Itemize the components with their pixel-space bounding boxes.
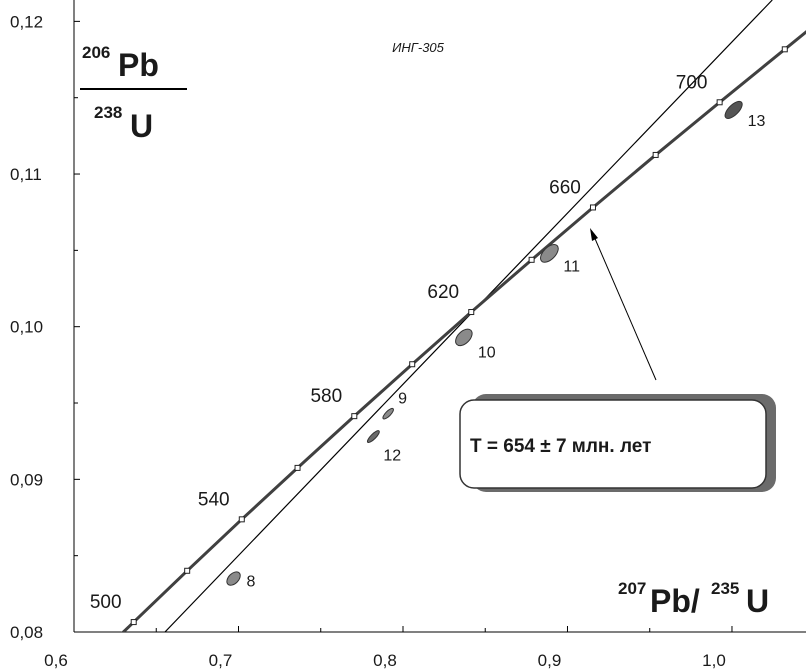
age-marker <box>294 464 301 471</box>
chart-title: ИНГ-305 <box>392 40 445 55</box>
age-marker <box>130 619 137 626</box>
y-tick-label: 0,08 <box>10 623 43 642</box>
x-tick-label: 0,8 <box>373 651 397 670</box>
x-label-element: Pb/ <box>650 583 700 619</box>
sample-label: 8 <box>247 574 256 591</box>
y-label-mass: 238 <box>94 103 122 122</box>
sample-ellipse <box>226 571 241 586</box>
age-marker <box>409 361 416 368</box>
x-tick-label: 0,9 <box>538 651 562 670</box>
box <box>459 399 767 489</box>
sample-ellipse <box>366 430 380 444</box>
age-label: 500 <box>90 592 122 613</box>
arrow <box>592 233 657 381</box>
age-marker <box>589 204 596 211</box>
x-axis-label: 207 Pb/ 235 U <box>618 579 769 619</box>
y-tick-label: 0,10 <box>10 318 43 337</box>
sample-label: 11 <box>563 258 580 275</box>
sample-label: 10 <box>478 344 496 361</box>
age-label: 660 <box>549 177 581 198</box>
x-tick-label: 1,0 <box>702 651 726 670</box>
age-marker <box>238 516 245 523</box>
y-tick-label: 0,09 <box>10 470 43 489</box>
sample-ellipse <box>455 328 473 347</box>
y-label-mass: 206 <box>82 43 110 62</box>
plot-area <box>121 0 806 632</box>
sample-ellipse <box>382 407 394 420</box>
age-label: 580 <box>310 386 342 407</box>
arrow-head <box>590 228 598 241</box>
concordia-curve <box>132 48 786 624</box>
age-marker <box>716 99 723 106</box>
age-marker <box>528 256 535 263</box>
annotation: T = 654 ± 7 млн. лет <box>470 436 651 457</box>
age-marker <box>184 567 191 574</box>
y-label-element: U <box>130 108 153 144</box>
sample-ellipse <box>540 244 559 263</box>
x-tick-label: 0,6 <box>44 651 68 670</box>
y-tick-label: 0,11 <box>10 165 42 184</box>
annotation-box: T = 654 ± 7 млн. лет <box>459 394 776 492</box>
x-tick-label: 0,7 <box>209 651 233 670</box>
age-marker <box>351 413 358 420</box>
y-label-element: Pb <box>118 47 159 83</box>
x-label-mass: 235 <box>711 579 739 598</box>
age-label: 540 <box>198 489 230 510</box>
age-label: 700 <box>676 72 708 93</box>
age-marker <box>652 151 659 158</box>
age-marker <box>468 309 475 316</box>
y-axis-label: 206 Pb 238 U <box>80 43 187 144</box>
sample-label: 9 <box>398 391 407 408</box>
age-marker <box>781 46 788 53</box>
sample-label: 13 <box>748 113 766 130</box>
y-tick-label: 0,12 <box>10 12 43 31</box>
sample-label: 12 <box>383 448 401 465</box>
x-label-element: U <box>746 583 769 619</box>
x-label-mass: 207 <box>618 579 646 598</box>
age-label: 620 <box>427 282 459 303</box>
sample-ellipse <box>724 100 743 119</box>
concordia-extension <box>783 30 806 51</box>
